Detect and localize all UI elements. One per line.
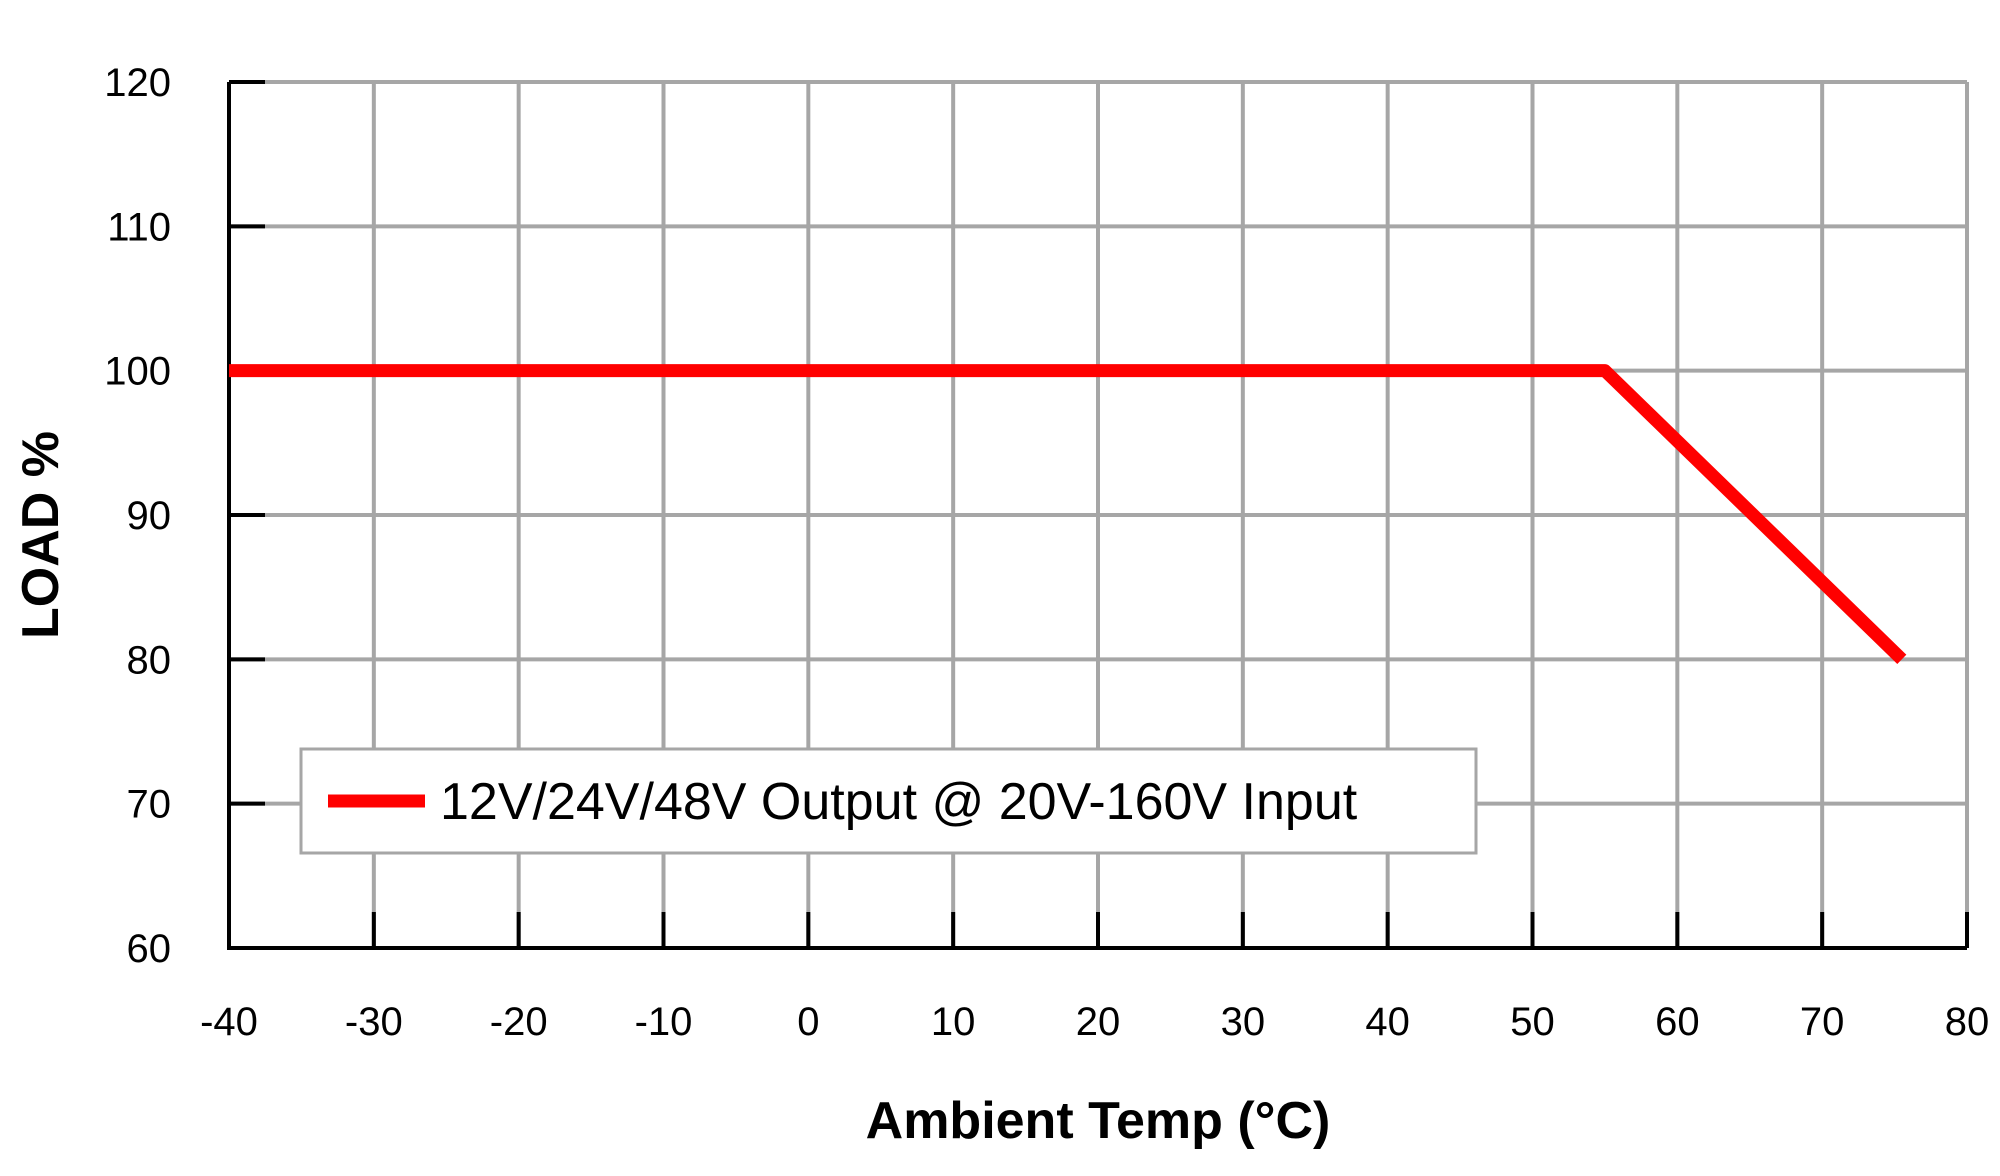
x-tick-label: 80 <box>1945 1000 1990 1044</box>
x-tick-label: -40 <box>200 1000 258 1044</box>
x-tick-label: 70 <box>1800 1000 1845 1044</box>
y-tick-label: 100 <box>104 350 171 394</box>
x-axis-title: Ambient Temp (°C) <box>866 1092 1331 1150</box>
series-lines <box>229 364 1907 664</box>
x-tick-label: 50 <box>1510 1000 1555 1044</box>
x-tick-label: -10 <box>635 1000 693 1044</box>
x-tick-label: 0 <box>797 1000 819 1044</box>
x-tick-label: 40 <box>1365 1000 1410 1044</box>
y-tick-label: 90 <box>127 494 172 538</box>
y-tick-label: 110 <box>107 205 171 249</box>
legend-box <box>299 747 1478 855</box>
legend: 12V/24V/48V Output @ 20V-160V Input <box>299 747 1478 855</box>
series-line <box>229 364 1907 664</box>
y-tick-label: 60 <box>127 927 172 971</box>
y-axis-title: LOAD % <box>12 431 70 639</box>
x-tick-label: 30 <box>1221 1000 1266 1044</box>
x-tick-label: -30 <box>345 1000 403 1044</box>
legend-label: 12V/24V/48V Output @ 20V-160V Input <box>440 773 1358 831</box>
y-tick-label: 120 <box>104 61 171 105</box>
x-tick-label: 20 <box>1076 1000 1121 1044</box>
y-tick-labels: 60 70 80 90 100 110 120 <box>104 61 171 971</box>
x-tick-label: 10 <box>931 1000 976 1044</box>
x-tick-label: 60 <box>1655 1000 1700 1044</box>
y-tick-label: 80 <box>127 638 172 682</box>
y-tick-label: 70 <box>127 783 172 827</box>
x-tick-label: -20 <box>490 1000 548 1044</box>
x-tick-labels: -40 -30 -20 -10 0 10 20 30 40 50 60 70 80 <box>200 1000 1989 1044</box>
